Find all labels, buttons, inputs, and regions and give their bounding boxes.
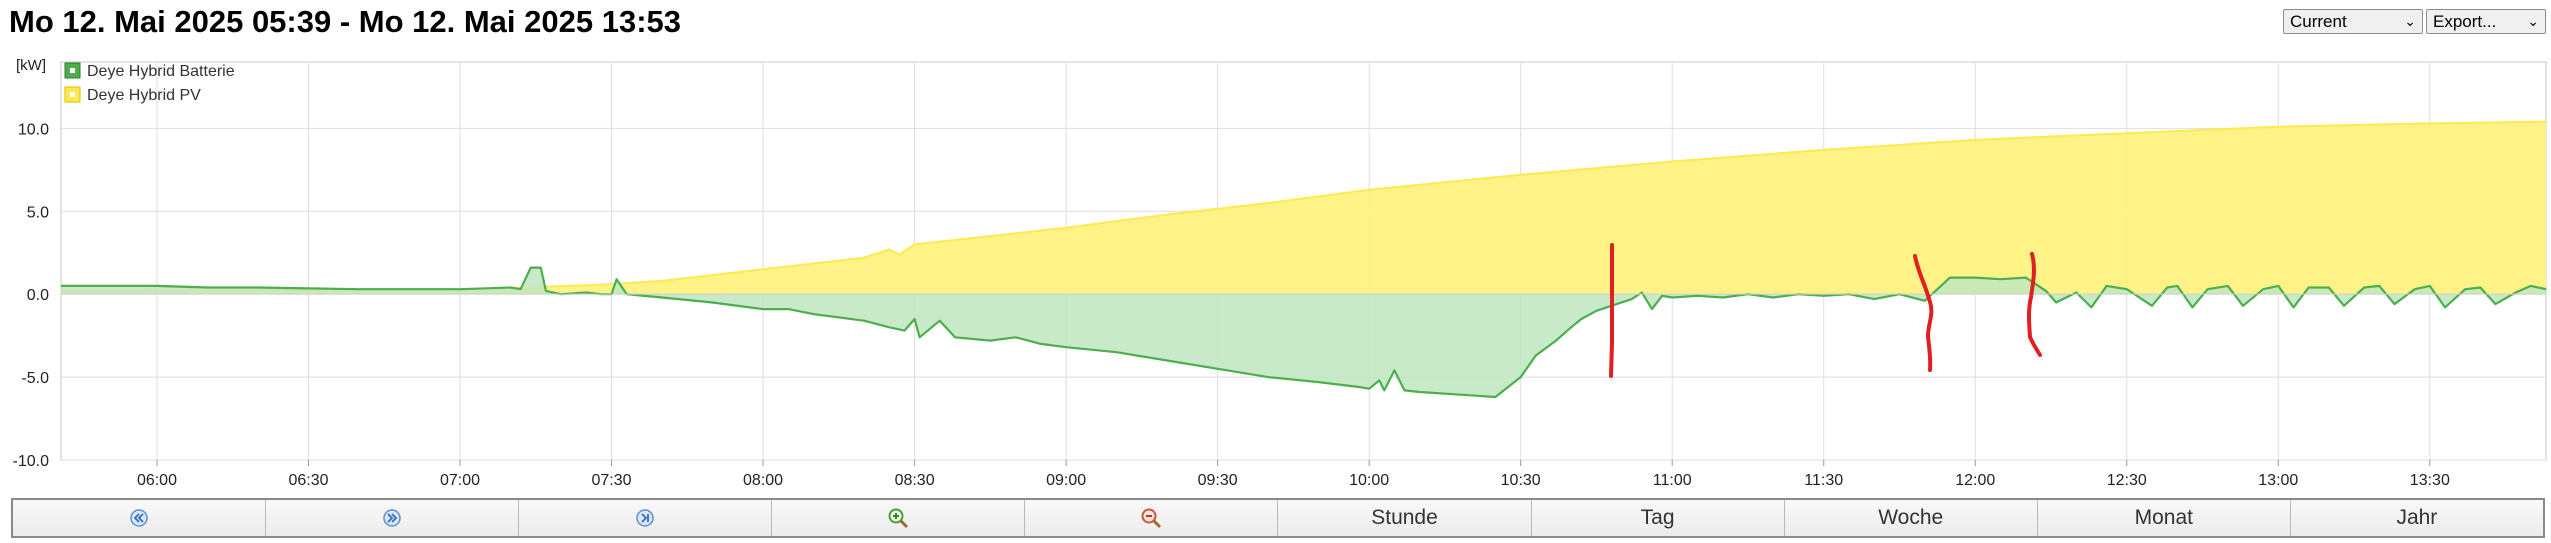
export-select[interactable]: Export... ⌄	[2426, 9, 2546, 34]
y-tick-label: 5.0	[27, 204, 49, 221]
red-marker-stroke	[1609, 243, 1614, 378]
x-tick-label: 13:00	[2258, 472, 2298, 489]
x-tick-label: 10:30	[1501, 472, 1541, 489]
legend-swatch-dot	[70, 92, 75, 97]
series-area-pv	[61, 121, 2546, 295]
year-button-label: Jahr	[2396, 506, 2438, 529]
x-tick-label: 08:00	[743, 472, 783, 489]
areas	[60, 120, 2547, 399]
x-tick-label: 13:30	[2410, 472, 2450, 489]
legend-swatch-dot	[70, 68, 75, 73]
chart: 10.0 5.0 0.0 -5.0 -10.0 [kW] 06:00 06:30 07:00 07…	[13, 57, 2547, 489]
x-tick-label: 12:00	[1955, 472, 1995, 489]
series-line-pv	[60, 120, 2547, 292]
x-tick-label: 08:30	[895, 472, 935, 489]
day-button-label: Tag	[1640, 506, 1675, 529]
chevron-down-icon: ⌄	[2527, 13, 2539, 29]
page-title: Mo 12. Mai 2025 05:39 - Mo 12. Mai 2025 …	[9, 4, 682, 39]
legend[interactable]: Deye Hybrid Batterie Deye Hybrid PV	[64, 62, 235, 104]
legend-label: Deye Hybrid PV	[87, 87, 201, 104]
zoom-out-button[interactable]	[1025, 500, 1279, 536]
range-select[interactable]: Current ⌄	[2283, 9, 2423, 34]
x-tick-label: 11:00	[1653, 472, 1692, 489]
hour-button-label: Stunde	[1371, 506, 1438, 529]
year-button[interactable]: Jahr	[2290, 500, 2543, 536]
x-tick-label: 10:00	[1349, 472, 1389, 489]
hour-button[interactable]: Stunde	[1278, 500, 1532, 536]
to-end-button[interactable]	[519, 500, 773, 536]
x-tick-label: 06:00	[137, 472, 177, 489]
x-tick-label: 09:00	[1046, 472, 1086, 489]
double-right-icon	[382, 508, 402, 528]
x-tick-label: 07:30	[592, 472, 632, 489]
annotations	[1609, 243, 2042, 378]
skip-end-icon	[635, 508, 655, 528]
x-tick-label: 06:30	[288, 472, 328, 489]
day-button[interactable]: Tag	[1531, 500, 1785, 536]
y-axis-label: [kW]	[16, 57, 46, 74]
zoom-in-button[interactable]	[772, 500, 1026, 536]
month-button-label: Monat	[2134, 506, 2193, 529]
export-select-value: Export...	[2433, 11, 2497, 31]
week-button[interactable]: Woche	[1784, 500, 2038, 536]
legend-item-pv[interactable]: Deye Hybrid PV	[64, 86, 201, 104]
series-line-batterie	[61, 266, 2547, 399]
legend-label: Deye Hybrid Batterie	[87, 63, 235, 80]
y-tick-label: -10.0	[13, 453, 50, 470]
double-left-icon	[129, 508, 149, 528]
red-marker-stroke	[1913, 254, 1934, 372]
x-tick-label: 07:00	[440, 472, 480, 489]
navigation-bar: Stunde Tag Woche Monat Jahr	[11, 498, 2545, 538]
zoom-out-icon	[1140, 507, 1162, 529]
legend-item-batterie[interactable]: Deye Hybrid Batterie	[64, 62, 235, 80]
y-tick-label: 10.0	[18, 121, 49, 138]
chevron-down-icon: ⌄	[2404, 13, 2416, 29]
y-tick-label: 0.0	[27, 287, 49, 304]
y-tick-label: -5.0	[21, 370, 49, 387]
month-button[interactable]: Monat	[2037, 500, 2291, 536]
rewind-button[interactable]	[13, 500, 267, 536]
axes: 10.0 5.0 0.0 -5.0 -10.0 [kW] 06:00 06:30 07:00 07…	[13, 57, 2546, 489]
week-button-label: Woche	[1878, 506, 1944, 529]
red-marker-stroke	[2027, 252, 2042, 357]
range-select-value: Current	[2290, 11, 2347, 31]
x-tick-label: 12:30	[2107, 472, 2147, 489]
forward-button[interactable]	[266, 500, 520, 536]
x-tick-label: 11:30	[1804, 472, 1843, 489]
zoom-in-icon	[887, 507, 909, 529]
x-tick-label: 09:30	[1198, 472, 1238, 489]
